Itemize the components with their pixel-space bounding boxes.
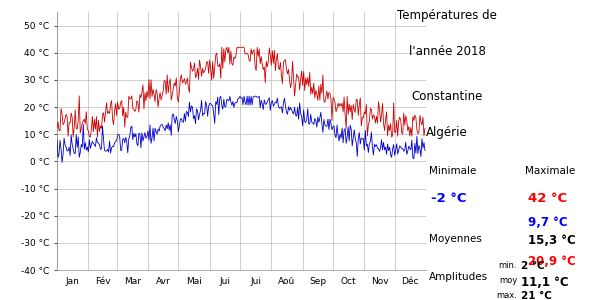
Text: 15,3 °C: 15,3 °C [528, 234, 576, 247]
Text: Fév: Fév [95, 277, 110, 286]
Text: 11,1 °C: 11,1 °C [521, 276, 568, 289]
Text: Algérie: Algérie [426, 126, 468, 139]
Text: l'année 2018: l'année 2018 [409, 45, 485, 58]
Text: Aoû: Aoû [278, 277, 296, 286]
Text: Nov: Nov [371, 277, 388, 286]
Text: Oct: Oct [341, 277, 356, 286]
Text: 9,7 °C: 9,7 °C [528, 216, 568, 229]
Text: Moyennes: Moyennes [429, 234, 482, 244]
Text: Maximale: Maximale [525, 167, 575, 176]
Text: Températures de: Températures de [397, 9, 497, 22]
Text: 20,9 °C: 20,9 °C [528, 255, 576, 268]
Text: -2 °C: -2 °C [431, 192, 466, 205]
Text: Jui: Jui [250, 277, 261, 286]
Text: max.: max. [496, 291, 517, 300]
Text: min.: min. [499, 261, 517, 270]
Text: 21 °C: 21 °C [521, 291, 551, 300]
Text: Jan: Jan [66, 277, 80, 286]
Text: Amplitudes: Amplitudes [429, 272, 488, 281]
Text: Jui: Jui [220, 277, 230, 286]
Text: Avr: Avr [156, 277, 170, 286]
Text: 2 °C: 2 °C [521, 261, 544, 271]
Text: Minimale: Minimale [429, 167, 476, 176]
Text: 42 °C: 42 °C [528, 192, 567, 205]
Text: Sep: Sep [309, 277, 326, 286]
Text: Constantine: Constantine [412, 90, 482, 103]
Text: Mar: Mar [124, 277, 141, 286]
Text: moy: moy [499, 276, 517, 285]
Text: Mai: Mai [186, 277, 202, 286]
Text: Déc: Déc [401, 277, 419, 286]
